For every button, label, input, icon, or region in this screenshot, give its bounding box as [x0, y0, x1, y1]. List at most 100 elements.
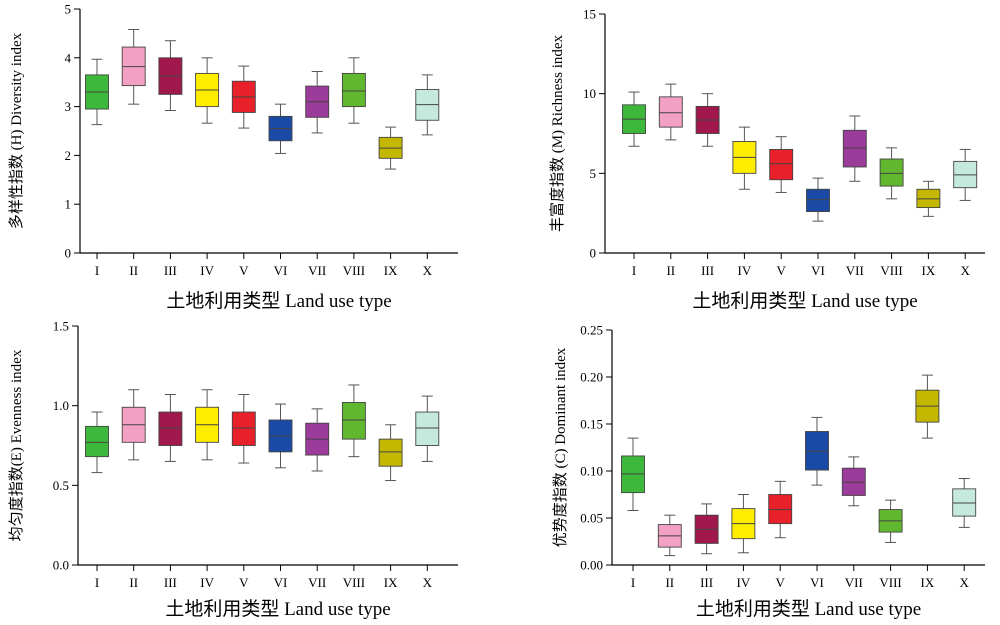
box-iqr: [806, 188, 830, 213]
box-V: [231, 65, 256, 129]
box-iqr: [85, 425, 109, 458]
box-I: [85, 58, 109, 126]
x-tick-label: IV: [200, 263, 214, 278]
box-III: [694, 503, 719, 555]
x-tick-label: VII: [308, 263, 326, 278]
y-axis-label: 多样性指数 (H) Diversity index: [8, 32, 25, 229]
x-tick-label: IX: [921, 575, 935, 590]
x-tick-label: I: [95, 263, 99, 278]
y-tick-label: 1.5: [53, 319, 69, 334]
box-VIII: [879, 147, 904, 200]
y-tick-label: 0.15: [580, 417, 603, 432]
box-III: [158, 394, 183, 462]
box-VII: [305, 408, 330, 472]
box-X: [953, 148, 978, 201]
y-tick-label: 10: [583, 86, 596, 101]
y-axis-label: 丰富度指数 (M) Richness index: [548, 34, 566, 232]
box-IV: [731, 494, 756, 554]
box-X: [415, 395, 440, 462]
x-tick-label: X: [423, 263, 433, 278]
box-VII: [842, 115, 867, 182]
box-VIII: [878, 499, 903, 543]
x-tick-label: VIII: [879, 575, 901, 590]
box-IX: [378, 126, 403, 170]
box-iqr: [658, 96, 683, 128]
box-iqr: [879, 158, 904, 187]
box-VI: [806, 177, 830, 222]
box-V: [769, 136, 794, 193]
y-tick-label: 0.25: [580, 323, 603, 338]
x-tick-label: III: [164, 263, 177, 278]
x-tick-label: IV: [738, 263, 752, 278]
y-tick-label: 1: [65, 197, 72, 212]
x-tick-label: III: [164, 575, 177, 590]
x-tick-label: II: [129, 263, 138, 278]
x-tick-label: II: [129, 575, 138, 590]
box-IX: [378, 424, 403, 482]
box-iqr: [341, 402, 366, 440]
x-tick-label: IV: [737, 575, 751, 590]
y-tick-label: 0.20: [580, 370, 603, 385]
x-axis-label: 土地利用类型 Land use type: [696, 598, 921, 620]
y-axis-label: 优势度指数 (C) Dominant index: [552, 347, 569, 547]
box-iqr: [415, 411, 440, 446]
box-VI: [268, 103, 293, 154]
x-tick-label: I: [631, 575, 635, 590]
box-VIII: [341, 384, 366, 458]
box-iqr: [231, 411, 256, 446]
y-tick-label: 2: [65, 148, 72, 163]
x-tick-label: VI: [274, 575, 288, 590]
y-axis-label: 均匀度指数(E) Evenness index: [8, 349, 25, 541]
box-IV: [195, 57, 220, 124]
y-tick-label: 5: [590, 166, 597, 181]
x-axis-label: 土地利用类型 Land use type: [165, 598, 390, 620]
x-tick-label: III: [701, 263, 714, 278]
y-tick-label: 0.5: [53, 478, 69, 493]
x-tick-label: I: [95, 575, 99, 590]
y-tick-label: 0: [65, 246, 72, 261]
x-tick-label: V: [239, 263, 249, 278]
x-tick-label: X: [961, 263, 971, 278]
box-IV: [195, 389, 220, 461]
x-tick-label: VII: [846, 263, 864, 278]
y-tick-label: 1.0: [53, 398, 69, 413]
y-tick-label: 0: [590, 246, 597, 261]
box-VII: [841, 456, 866, 507]
x-tick-label: IX: [384, 263, 398, 278]
y-tick-label: 3: [65, 99, 72, 114]
y-tick-label: 0.05: [580, 511, 603, 526]
box-IX: [915, 374, 940, 439]
x-tick-label: VII: [845, 575, 863, 590]
box-III: [695, 93, 720, 147]
box-VII: [305, 70, 330, 134]
x-tick-label: IX: [384, 575, 398, 590]
x-tick-label: IX: [922, 263, 936, 278]
x-tick-label: VI: [274, 263, 288, 278]
x-axis-label: 土地利用类型 Land use type: [692, 290, 917, 312]
x-tick-label: V: [777, 263, 787, 278]
box-II: [658, 83, 683, 141]
box-I: [622, 91, 646, 147]
x-tick-label: V: [776, 575, 786, 590]
chart-panel-4: 0.000.050.100.150.200.25I II III IV V VI VII VI…: [552, 323, 985, 620]
x-tick-label: I: [632, 263, 636, 278]
box-iqr: [378, 438, 403, 467]
box-iqr: [341, 72, 366, 108]
box-II: [121, 28, 146, 105]
x-tick-label: VII: [308, 575, 326, 590]
box-I: [621, 437, 645, 511]
box-VIII: [341, 57, 366, 124]
y-tick-label: 0.00: [580, 558, 603, 573]
box-iqr: [158, 411, 183, 446]
box-II: [657, 514, 682, 557]
box-VI: [805, 416, 829, 486]
box-V: [231, 394, 256, 464]
x-tick-label: X: [423, 575, 433, 590]
box-IV: [732, 126, 757, 190]
y-tick-label: 4: [65, 50, 72, 65]
y-tick-label: 15: [583, 7, 596, 22]
x-tick-label: VIII: [343, 575, 365, 590]
box-V: [768, 480, 793, 539]
